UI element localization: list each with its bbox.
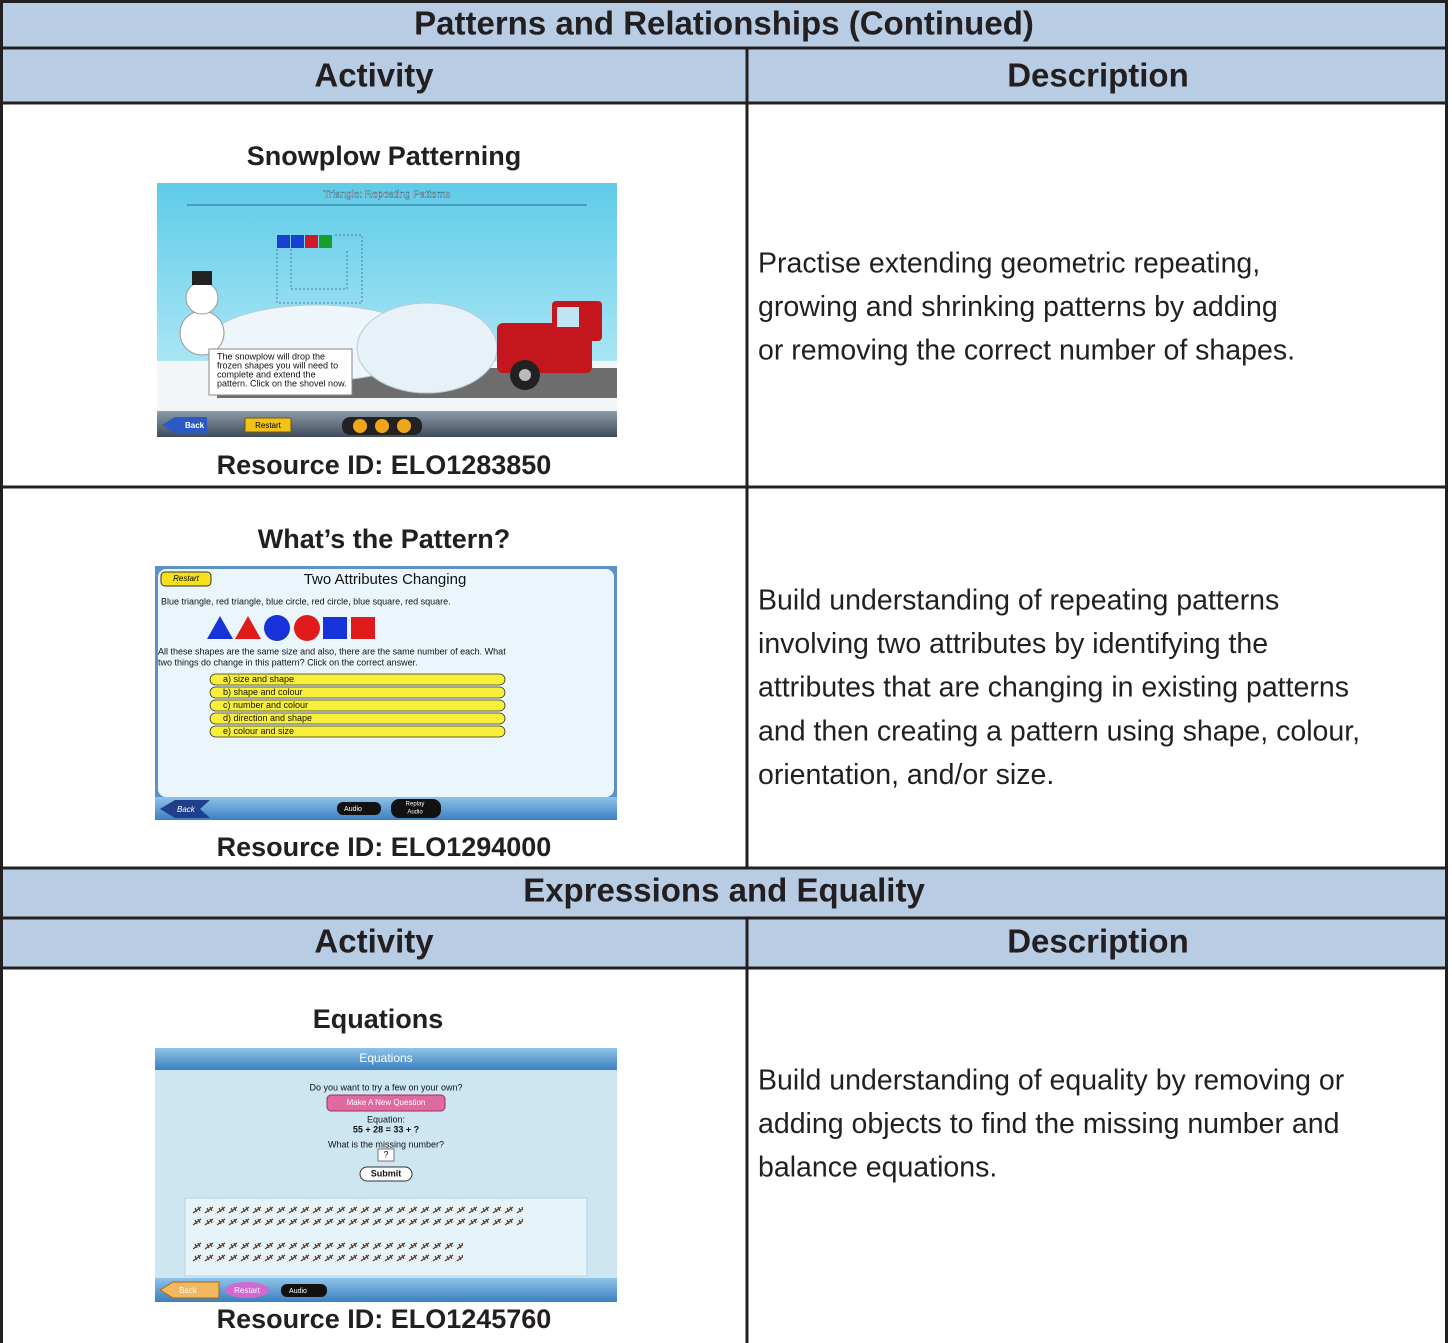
- screenshot-title: Two Attributes Changing: [304, 571, 467, 588]
- button-label: Audio: [289, 1288, 307, 1295]
- description-line: Build understanding of equality by remov…: [758, 1065, 1345, 1097]
- option-label: e) colour and size: [223, 726, 294, 736]
- description-line: involving two attributes by identifying …: [758, 628, 1268, 660]
- activity-name: What’s the Pattern?: [258, 524, 511, 554]
- screenshot-title: Triangle: Repeating Patterns: [324, 190, 451, 201]
- question-line: two things do change in this pattern? Cl…: [158, 657, 418, 667]
- option-button: [209, 673, 506, 686]
- description-line: Build understanding of repeating pattern…: [758, 585, 1279, 617]
- description-line: or removing the correct number of shapes…: [758, 335, 1295, 367]
- section-header-band: [0, 0, 1448, 103]
- caption-line: frozen shapes you will need to: [217, 360, 338, 370]
- equation: 55 + 28 = 33 + ?: [353, 1124, 419, 1134]
- screenshot-equations: Equations Do you want to try a few on yo…: [155, 1048, 617, 1302]
- option-label: c) number and colour: [223, 700, 308, 710]
- option-label: b) shape and colour: [223, 687, 303, 697]
- resource-id: Resource ID: ELO1245760: [217, 1304, 552, 1334]
- screenshot-snowplow: Triangle: Repeating Patterns The snowplo…: [157, 183, 617, 437]
- question-line: All these shapes are the same size and a…: [158, 646, 506, 656]
- section-title: Expressions and Equality: [523, 872, 925, 909]
- activity-name: Equations: [313, 1004, 444, 1034]
- option-label: d) direction and shape: [223, 713, 312, 723]
- option-button: [209, 712, 506, 725]
- button-label: Back: [177, 805, 196, 814]
- answer-box: ?: [383, 1149, 388, 1159]
- column-header: Activity: [314, 923, 434, 960]
- button-label: Audio: [407, 810, 423, 816]
- button-label: Replay: [406, 802, 425, 808]
- caption-line: complete and extend the: [217, 369, 316, 379]
- column-header: Description: [1007, 57, 1189, 94]
- prompt: Blue triangle, red triangle, blue circle…: [161, 596, 451, 606]
- screenshot-pattern: Restart Two Attributes Changing Blue tri…: [155, 566, 617, 820]
- resource-id: Resource ID: ELO1294000: [217, 832, 552, 862]
- option-label: a) size and shape: [223, 674, 294, 684]
- prompt: Do you want to try a few on your own?: [309, 1082, 462, 1092]
- description: Build understanding of repeating pattern…: [758, 585, 1360, 791]
- button-label: Back: [185, 421, 205, 430]
- button-label: Restart: [234, 1286, 261, 1295]
- column-header: Description: [1007, 923, 1189, 960]
- resource-id: Resource ID: ELO1283850: [217, 450, 552, 480]
- option-button: [209, 699, 506, 712]
- description-line: and then creating a pattern using shape,…: [758, 715, 1360, 747]
- button-label: Audio: [344, 806, 362, 813]
- button-label: Submit: [371, 1168, 402, 1178]
- button-label: Make A New Question: [347, 1098, 426, 1107]
- description-line: attributes that are changing in existing…: [758, 672, 1349, 704]
- section-title: Patterns and Relationships (Continued): [414, 5, 1034, 42]
- caption-line: pattern. Click on the shovel now.: [217, 378, 347, 388]
- button-label: Restart: [173, 574, 200, 583]
- option-button: [209, 686, 506, 699]
- description: Build understanding of equality by remov…: [758, 1065, 1345, 1184]
- equation-label: Equation:: [367, 1114, 405, 1124]
- column-header: Activity: [314, 57, 434, 94]
- caption-line: The snowplow will drop the: [217, 351, 325, 361]
- question: What is the missing number?: [328, 1139, 444, 1149]
- description-line: growing and shrinking patterns by adding: [758, 291, 1278, 323]
- option-button: [209, 725, 506, 738]
- description-line: balance equations.: [758, 1152, 997, 1184]
- description: Practise extending geometric repeating, g…: [758, 248, 1295, 367]
- screenshot-title: Equations: [359, 1051, 412, 1065]
- activity-name: Snowplow Patterning: [247, 141, 522, 171]
- button-label: Back: [179, 1286, 198, 1295]
- description-line: orientation, and/or size.: [758, 759, 1054, 791]
- description-line: adding objects to find the missing numbe…: [758, 1108, 1339, 1140]
- description-line: Practise extending geometric repeating,: [758, 248, 1260, 280]
- button-label: Restart: [255, 421, 282, 430]
